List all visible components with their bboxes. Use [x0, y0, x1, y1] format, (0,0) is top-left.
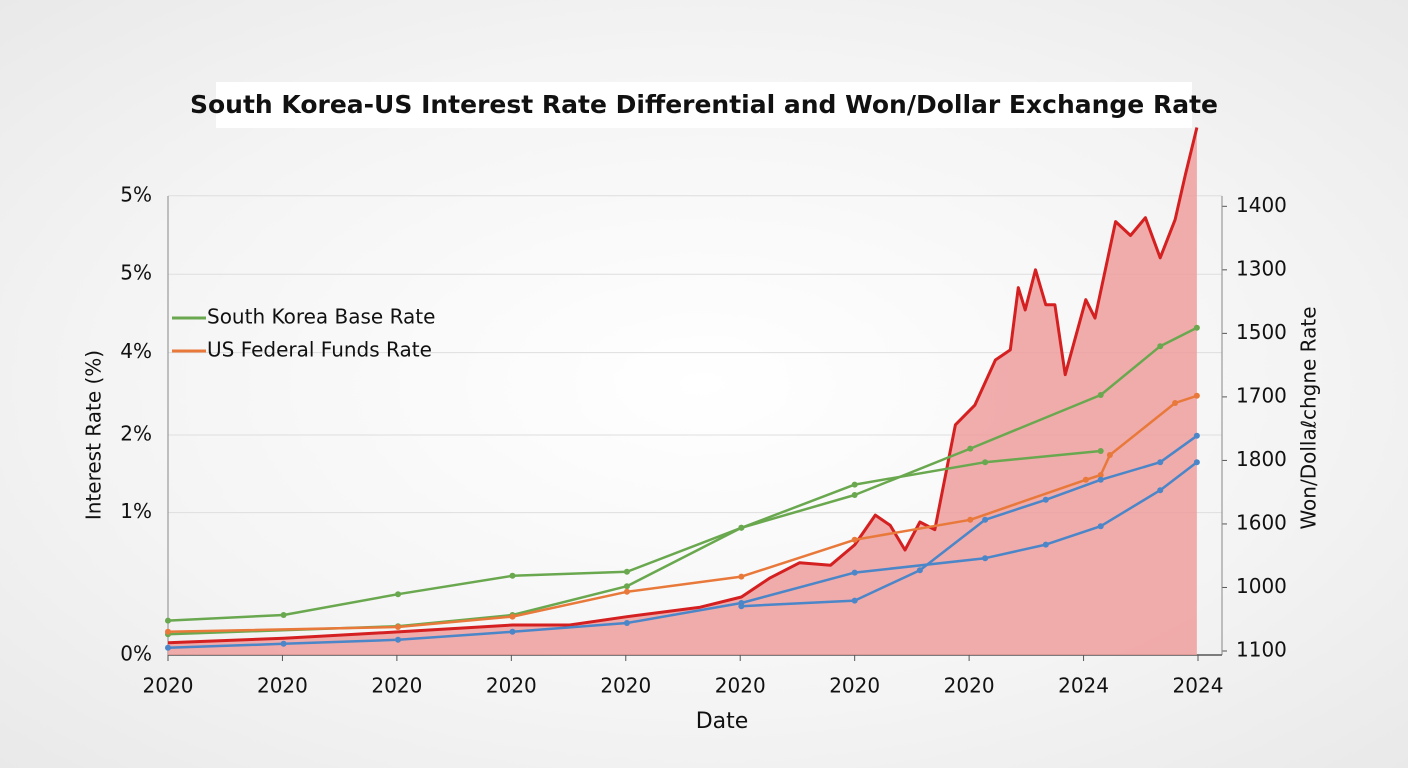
point: [623, 568, 630, 575]
point: [623, 620, 630, 626]
point: [982, 516, 989, 523]
legend-label: US Federal Funds Rate: [207, 338, 432, 362]
line: [167, 461, 1198, 650]
point: [1193, 324, 1200, 331]
point: [165, 628, 171, 635]
point: [738, 524, 745, 531]
point: [623, 583, 630, 590]
y-tick-label: 5%: [120, 261, 152, 285]
point: [967, 516, 974, 523]
point: [1082, 476, 1089, 483]
y-tick-label: 0%: [120, 642, 152, 666]
x-tick-label: 2020: [257, 674, 308, 698]
point: [1172, 400, 1179, 406]
x-tick-label: 2020: [143, 674, 194, 698]
y-tick-label: 4%: [120, 339, 152, 363]
y2-tick-label: 1700: [1236, 383, 1287, 407]
line: [741, 434, 1198, 608]
y2-axis-label: Won/Dollaℓchgne Rate: [1297, 306, 1321, 529]
y2-tick-label: 1500: [1236, 320, 1287, 344]
point: [916, 567, 923, 574]
line: [167, 127, 1199, 645]
point: [1193, 392, 1200, 399]
point: [395, 636, 402, 643]
y2-tick-label: 1600: [1236, 510, 1287, 534]
point: [623, 588, 630, 595]
point: [967, 445, 974, 452]
chart-title: South Korea-US Interest Rate Differentia…: [190, 90, 1218, 119]
point: [1097, 448, 1104, 454]
y2-tick-label: 1000: [1236, 574, 1287, 598]
point: [1042, 541, 1049, 548]
point: [1157, 487, 1164, 494]
y2-tick-label: 1800: [1236, 447, 1287, 471]
point: [851, 569, 858, 576]
x-tick-label: 2020: [486, 674, 537, 698]
x-tick-label: 2024: [1173, 674, 1224, 698]
point: [982, 459, 989, 466]
point: [395, 591, 402, 598]
point: [1106, 452, 1113, 458]
x-tick-label: 2024: [1058, 674, 1109, 698]
y-axis-label: Interest Rate (%): [82, 350, 106, 520]
point: [165, 644, 171, 651]
x-tick-label: 2020: [944, 674, 995, 698]
line: [167, 394, 1198, 634]
point: [280, 612, 287, 618]
point: [1097, 476, 1104, 483]
point: [509, 613, 516, 620]
y2-tick-label: 1300: [1236, 256, 1287, 280]
x-tick-label: 2020: [600, 674, 651, 698]
point: [1097, 523, 1104, 530]
point: [509, 628, 516, 635]
point: [1193, 459, 1200, 466]
y2-tick-label: 1100: [1236, 637, 1287, 661]
area: [168, 127, 1197, 655]
point: [1157, 343, 1164, 350]
legend-label: South Korea Base Rate: [207, 305, 435, 329]
point: [982, 555, 989, 562]
x-axis-label: Date: [696, 709, 749, 734]
y2-tick-label: 1400: [1236, 193, 1287, 217]
x-tick-label: 2020: [715, 674, 766, 698]
title-box: [216, 82, 1192, 128]
point: [851, 492, 858, 498]
point: [738, 603, 745, 610]
point: [165, 617, 171, 624]
y-tick-label: 1%: [120, 499, 152, 523]
point: [1097, 472, 1104, 478]
point: [395, 624, 402, 630]
point: [1042, 496, 1049, 503]
point: [280, 640, 287, 647]
point: [1157, 459, 1164, 466]
point: [851, 597, 858, 604]
y-tick-label: 2%: [120, 422, 152, 446]
point: [851, 536, 858, 543]
point: [738, 573, 745, 580]
point: [1193, 432, 1200, 439]
point: [851, 481, 858, 488]
point: [509, 572, 516, 579]
x-tick-label: 2020: [829, 674, 880, 698]
point: [1097, 392, 1104, 398]
y-tick-label: 5%: [120, 182, 152, 206]
x-tick-label: 2020: [371, 674, 422, 698]
